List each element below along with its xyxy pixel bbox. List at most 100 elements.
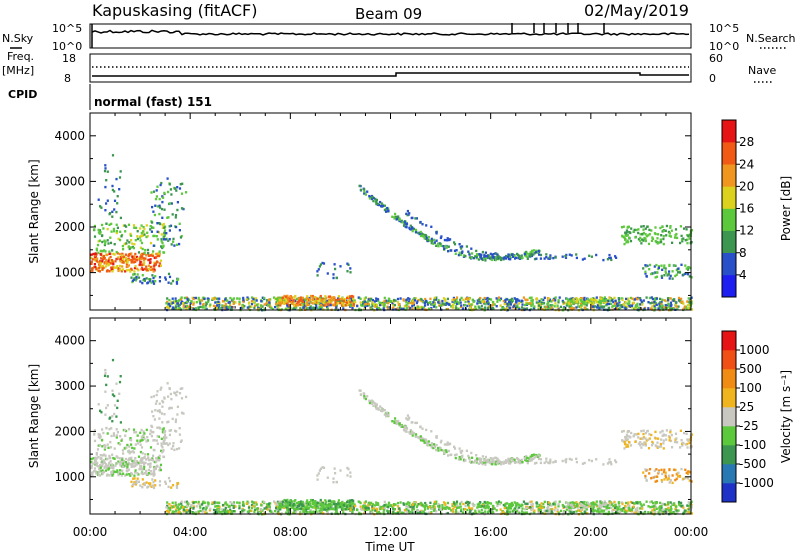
echo-cell	[342, 300, 346, 304]
echo-cell	[430, 237, 433, 241]
echo-cell	[592, 297, 595, 300]
echo-cell	[149, 432, 152, 435]
echo-cell	[581, 301, 584, 305]
echo-cell	[316, 297, 319, 300]
echo-cell	[112, 467, 115, 470]
echo-cell	[125, 263, 128, 266]
echo-cell	[107, 260, 110, 264]
echo-cell	[119, 170, 122, 173]
echo-cell	[213, 501, 216, 504]
echo-cell	[583, 503, 586, 506]
echo-cell	[150, 281, 153, 284]
echo-cell	[281, 296, 284, 300]
echo-cell	[600, 297, 603, 300]
echo-cell	[314, 505, 317, 508]
echo-cell	[219, 307, 222, 310]
echo-cell	[143, 279, 146, 282]
echo-cell	[659, 297, 662, 301]
echo-cell	[392, 306, 395, 309]
echo-cell	[682, 506, 685, 509]
echo-cell	[160, 181, 163, 185]
echo-cell	[336, 302, 339, 305]
echo-cell	[156, 238, 159, 241]
echo-cell	[399, 297, 402, 300]
echo-cell	[685, 305, 688, 308]
echo-cell	[345, 503, 348, 506]
echo-cell	[664, 267, 667, 270]
echo-cell	[247, 302, 251, 305]
echo-cell	[400, 308, 403, 311]
echo-cell	[374, 197, 377, 201]
echo-cell	[499, 304, 502, 307]
echo-cell	[175, 486, 179, 489]
echo-cell	[329, 505, 332, 508]
echo-cell	[180, 207, 184, 210]
echo-cell	[641, 238, 644, 241]
echo-cell	[508, 505, 511, 508]
echo-cell	[111, 389, 114, 392]
echo-cell	[104, 265, 107, 268]
echo-cell	[376, 502, 380, 505]
echo-cell	[580, 512, 583, 515]
echo-cell	[653, 305, 656, 308]
echo-cell	[144, 248, 147, 252]
echo-cell	[403, 508, 406, 512]
echo-cell	[663, 503, 666, 506]
echo-cell	[432, 305, 436, 308]
echo-cell	[297, 297, 300, 300]
echo-cell	[363, 188, 366, 191]
echo-cell	[155, 460, 158, 463]
echo-cell	[413, 503, 416, 506]
echo-cell	[520, 503, 524, 506]
echo-cell	[664, 508, 667, 511]
echo-cell	[176, 208, 179, 212]
echo-cell	[512, 305, 515, 308]
echo-cell	[622, 303, 625, 306]
echo-cell	[110, 463, 114, 466]
echo-cell	[291, 506, 294, 509]
echo-cell	[140, 234, 143, 238]
echo-cell	[136, 477, 139, 480]
echo-cell	[224, 502, 227, 505]
echo-cell	[357, 500, 360, 503]
echo-cell	[90, 457, 93, 461]
echo-cell	[198, 300, 202, 303]
echo-cell	[603, 500, 606, 503]
echo-cell	[688, 505, 691, 508]
echo-cell	[294, 508, 298, 511]
echo-cell	[130, 471, 133, 475]
echo-cell	[119, 375, 122, 378]
echo-cell	[369, 503, 372, 506]
echo-cell	[309, 294, 313, 298]
echo-cell	[216, 304, 219, 307]
echo-cell	[556, 508, 559, 511]
echo-cell	[606, 299, 609, 303]
echo-cell	[162, 455, 165, 458]
echo-cell	[340, 502, 343, 505]
echo-cell	[156, 185, 159, 188]
echo-cell	[545, 253, 548, 256]
echo-cell	[480, 304, 483, 308]
echo-cell	[108, 454, 111, 458]
echo-cell	[139, 484, 142, 487]
echo-cell	[428, 301, 431, 305]
echo-cell	[457, 506, 460, 509]
echo-cell	[330, 299, 333, 302]
echo-cell	[116, 399, 119, 402]
echo-cell	[447, 303, 450, 306]
echo-cell	[367, 506, 370, 510]
echo-cell	[172, 240, 175, 243]
echo-cell	[363, 501, 366, 504]
echo-cell	[549, 308, 552, 311]
echo-cell	[482, 511, 485, 515]
echo-cell	[332, 502, 336, 506]
echo-cell	[678, 299, 681, 302]
echo-cell	[495, 252, 498, 256]
echo-cell	[147, 485, 150, 488]
echo-cell	[543, 500, 546, 504]
echo-cell	[174, 392, 177, 395]
echo-cell	[627, 240, 630, 244]
echo-cell	[171, 505, 174, 509]
echo-cell	[98, 436, 101, 440]
